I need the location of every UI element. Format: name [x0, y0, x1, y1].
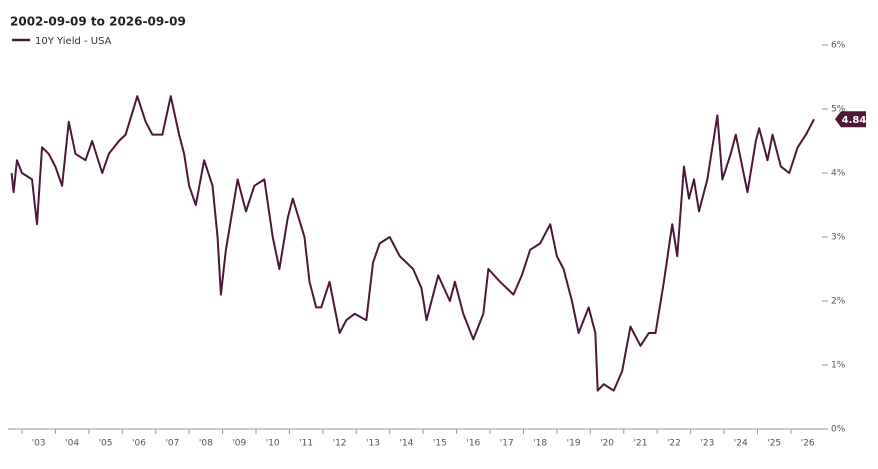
series-line: [10, 95, 815, 392]
x-tick-label: '14: [399, 439, 413, 449]
y-tick-label: 1%: [831, 361, 846, 371]
x-tick-label: '22: [667, 439, 681, 449]
y-tick-label: 6%: [831, 41, 846, 51]
x-tick-label: '13: [366, 439, 380, 449]
x-tick-label: '23: [700, 439, 714, 449]
x-tick-label: '12: [333, 439, 347, 449]
x-tick-label: '20: [600, 439, 614, 449]
x-tick-label: '10: [266, 439, 280, 449]
x-tick-label: '26: [801, 439, 815, 449]
y-tick-label: 2%: [831, 297, 846, 307]
x-tick-label: '05: [99, 439, 113, 449]
x-tick-label: '11: [299, 439, 313, 449]
y-tick-label: 3%: [831, 233, 846, 243]
x-tick-label: '25: [767, 439, 781, 449]
y-tick-label: 0%: [831, 425, 846, 435]
x-tick-label: '09: [232, 439, 246, 449]
x-tick-label: '18: [533, 439, 547, 449]
x-tick-label: '21: [634, 439, 648, 449]
x-tick-label: '16: [466, 439, 480, 449]
x-tick-label: '08: [199, 439, 213, 449]
chart-title: 2002-09-09 to 2026-09-09: [10, 15, 186, 29]
x-tick-label: '24: [734, 439, 748, 449]
legend-label: 10Y Yield - USA: [35, 36, 112, 47]
x-tick-label: '06: [132, 439, 146, 449]
y-tick-label: 5%: [831, 105, 846, 115]
x-tick-label: '17: [500, 439, 514, 449]
y-tick-label: 4%: [831, 169, 846, 179]
x-tick-label: '19: [567, 439, 581, 449]
x-tick-label: '07: [165, 439, 179, 449]
last-value-label: 4.84: [842, 115, 867, 126]
last-value-badge: [835, 111, 866, 128]
x-tick-label: '04: [65, 439, 79, 449]
x-tick-label: '15: [433, 439, 447, 449]
x-tick-label: '03: [32, 439, 46, 449]
